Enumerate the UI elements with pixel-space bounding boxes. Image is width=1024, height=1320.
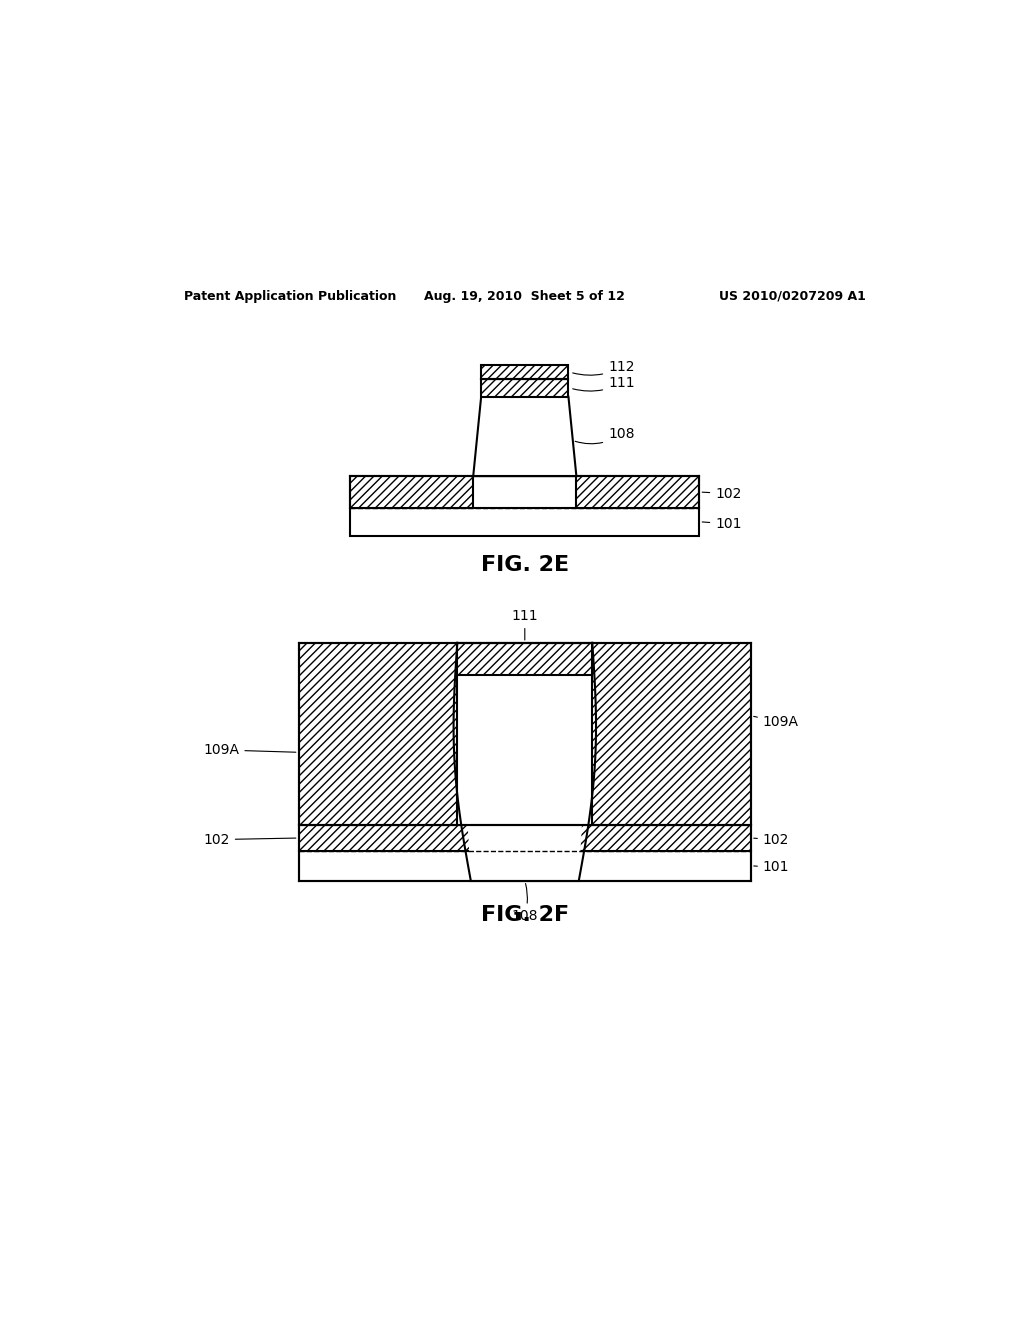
Text: 102: 102	[204, 833, 296, 846]
Text: 101: 101	[702, 516, 741, 531]
Text: 108: 108	[512, 883, 538, 923]
Bar	[350, 477, 473, 508]
Text: 102: 102	[702, 487, 741, 500]
Bar	[579, 825, 751, 850]
Text: 109A: 109A	[204, 743, 296, 756]
Bar	[577, 477, 699, 508]
Text: Aug. 19, 2010  Sheet 5 of 12: Aug. 19, 2010 Sheet 5 of 12	[424, 289, 626, 302]
Bar	[299, 643, 458, 825]
Text: 112: 112	[572, 360, 635, 375]
Polygon shape	[458, 643, 592, 880]
Text: 109A: 109A	[754, 715, 799, 729]
Bar	[458, 643, 592, 675]
Text: 108: 108	[575, 428, 635, 444]
Text: 111: 111	[511, 609, 539, 640]
Bar	[299, 825, 471, 850]
Text: 111: 111	[572, 376, 635, 391]
Bar	[592, 643, 751, 825]
Text: FIG. 2F: FIG. 2F	[480, 904, 569, 925]
Bar	[299, 850, 751, 880]
Text: 102: 102	[754, 833, 790, 846]
Text: Patent Application Publication: Patent Application Publication	[183, 289, 396, 302]
Text: FIG. 2E: FIG. 2E	[480, 556, 569, 576]
Text: US 2010/0207209 A1: US 2010/0207209 A1	[719, 289, 866, 302]
Bar	[481, 366, 568, 379]
Bar	[481, 379, 568, 397]
Text: 101: 101	[754, 861, 790, 874]
Bar	[350, 508, 699, 536]
Polygon shape	[473, 397, 577, 477]
